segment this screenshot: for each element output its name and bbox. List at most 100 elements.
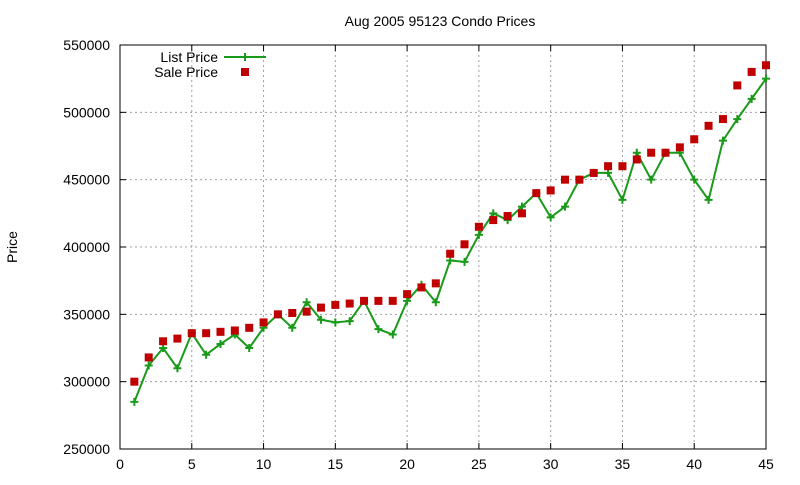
sale-price-point (403, 290, 412, 299)
y-tick-label: 500000 (63, 104, 110, 120)
y-tick-label: 250000 (63, 441, 110, 457)
sale-price-point (690, 135, 699, 144)
sale-price-point (460, 240, 469, 249)
sale-price-point (532, 189, 541, 198)
y-tick-label: 450000 (63, 172, 110, 188)
sale-price-point (144, 353, 153, 362)
list-price-line (133, 78, 767, 403)
sale-price-point (241, 68, 249, 76)
sale-price-point (345, 299, 354, 308)
x-tick-label: 45 (758, 456, 774, 472)
x-tick-label: 25 (471, 456, 487, 472)
y-tick-label: 300000 (63, 374, 110, 390)
sale-price-point (517, 209, 526, 218)
sale-price-point (130, 377, 139, 386)
legend-entry: List Price (160, 49, 266, 65)
sale-price-point (431, 279, 440, 288)
sale-price-point (647, 148, 656, 157)
x-tick-label: 20 (399, 456, 415, 472)
y-tick-label: 400000 (63, 239, 110, 255)
sale-price-point (374, 296, 383, 305)
list-price-point (216, 339, 225, 348)
y-axis-title: Price (4, 231, 20, 263)
sale-price-point (718, 115, 727, 124)
x-tick-label: 5 (188, 456, 196, 472)
sale-price-point (273, 310, 282, 319)
list-price-point (202, 350, 211, 359)
list-price-point (345, 317, 354, 326)
legend-entry: Sale Price (154, 64, 249, 80)
legend-label: List Price (160, 49, 218, 65)
sale-price-point (604, 162, 613, 171)
list-price-point (647, 175, 656, 184)
list-price-point (489, 209, 498, 218)
list-price-point (388, 330, 397, 339)
sale-price-point (561, 175, 570, 184)
sale-price-point (618, 162, 627, 171)
list-price-point (302, 298, 311, 307)
sale-price-point (762, 61, 770, 70)
sale-price-point (360, 296, 369, 305)
list-price-point (718, 136, 727, 145)
sale-price-point (259, 318, 268, 327)
chart-title: Aug 2005 95123 Condo Prices (345, 13, 536, 29)
sale-price-point (216, 327, 225, 336)
sale-price-point (503, 212, 512, 221)
sale-price-point (489, 216, 498, 225)
list-price-point (733, 115, 742, 124)
list-price-point (403, 296, 412, 305)
series-list-price (130, 74, 770, 406)
series-sale-price (130, 61, 770, 386)
axes: 0 5 10 15 20 25 30 35 40 45 250000 300000 350000 4000… (63, 37, 774, 472)
x-tick-label: 30 (543, 456, 559, 472)
sale-price-point (661, 148, 670, 157)
sale-price-point (546, 186, 555, 195)
y-tick-label: 350000 (63, 306, 110, 322)
list-price-point (173, 364, 182, 373)
list-price-point (144, 361, 153, 370)
x-tick-label: 40 (686, 456, 702, 472)
list-price-point (546, 213, 555, 222)
list-price-point (331, 318, 340, 327)
sale-price-point (747, 67, 756, 76)
list-price-point (159, 344, 168, 352)
sale-price-point (575, 175, 584, 184)
sale-price-point (202, 329, 211, 338)
list-price-point (704, 195, 713, 204)
sale-price-point (632, 155, 641, 164)
sale-price-point (417, 283, 426, 292)
list-price-point (618, 195, 627, 204)
x-tick-label: 10 (256, 456, 272, 472)
sale-price-point (245, 323, 254, 332)
sale-price-point (159, 337, 168, 346)
sale-price-point (675, 143, 684, 152)
sale-price-point (589, 168, 598, 177)
sale-price-point (173, 334, 182, 343)
list-price-point (690, 175, 699, 184)
list-price-point (374, 325, 383, 334)
list-price-point (604, 168, 613, 177)
grid (120, 45, 766, 449)
list-price-point (561, 202, 570, 211)
sale-price-point (288, 308, 297, 317)
sale-price-point (704, 121, 713, 130)
sale-price-point (388, 296, 397, 305)
list-price-point (747, 94, 756, 103)
list-price-point (474, 230, 483, 239)
list-price-point (288, 323, 297, 332)
x-tick-label: 35 (615, 456, 631, 472)
list-price-point (245, 344, 254, 352)
list-price-point (431, 298, 440, 307)
sale-price-point (316, 303, 325, 312)
x-tick-label: 15 (328, 456, 344, 472)
list-price-point (762, 74, 770, 83)
sale-price-point (331, 300, 340, 309)
legend-label: Sale Price (154, 64, 218, 80)
sale-price-point (733, 81, 742, 90)
y-tick-label: 550000 (63, 37, 110, 53)
list-price-point (446, 256, 455, 265)
series (130, 61, 770, 406)
